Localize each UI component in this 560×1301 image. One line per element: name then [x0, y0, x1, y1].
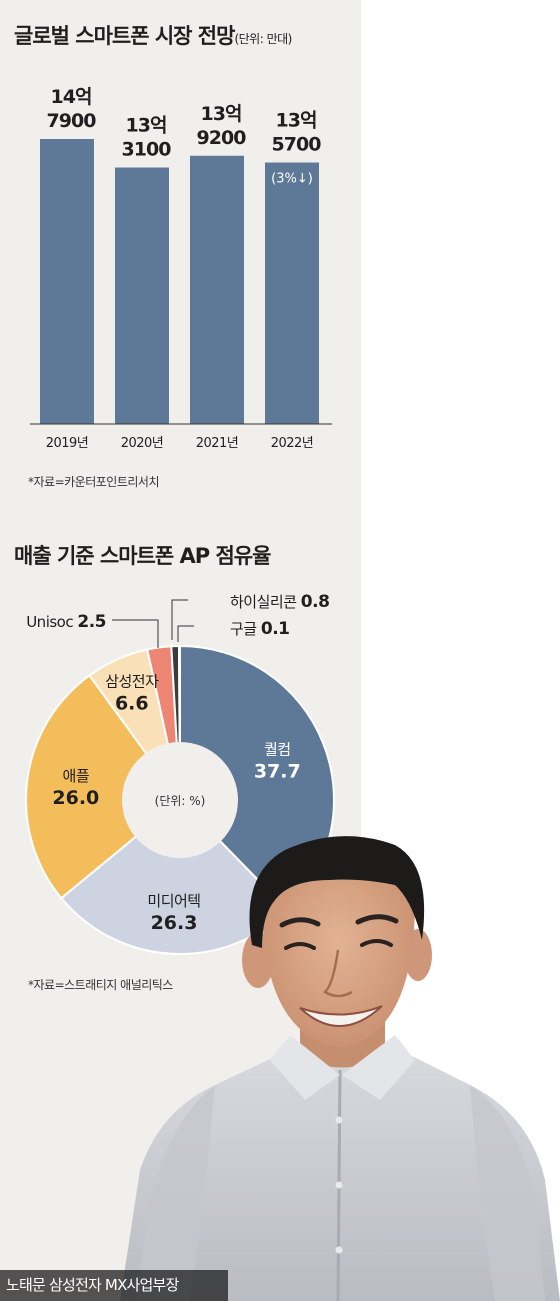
bar-value-label: 14억	[51, 86, 92, 108]
pie-slice-value: 26.0	[52, 787, 99, 809]
callout-label: Unisoc 2.5	[26, 612, 106, 632]
callout-label: 구글 0.1	[230, 619, 290, 639]
bar-2019년	[40, 139, 94, 424]
bar-value-label: 9200	[197, 127, 247, 149]
pie-chart: (단위: %) 퀄컴 37.7 미디어텍 26.3 애플 26.0 삼성전자 6.6 Unisoc…	[25, 592, 335, 955]
callout-value: 0.8	[301, 592, 330, 612]
pie-center	[122, 742, 238, 858]
pie-slice-label: 퀄컴	[264, 740, 291, 758]
bar-2020년	[115, 167, 169, 424]
photo-caption: 노태문 삼성전자 MX사업부장	[0, 1270, 228, 1301]
callout-value: 0.1	[261, 619, 290, 639]
x-tick-label: 2021년	[196, 436, 239, 451]
pie-slice-value: 6.6	[115, 692, 149, 714]
pie-slice-value: 37.7	[254, 760, 301, 782]
pie-slice-구글	[178, 644, 181, 801]
pie-unit-label: (단위: %)	[155, 794, 206, 808]
pie-slice-label: 미디어텍	[147, 892, 200, 910]
pie-slice-label: 삼성전자	[105, 672, 159, 690]
bar-2022년	[265, 162, 319, 424]
pie-slice-애플	[25, 674, 182, 900]
callout-line	[171, 599, 188, 640]
bar-chart-title: 글로벌 스마트폰 시장 전망(단위: 만대)	[14, 20, 292, 50]
bar-value-label: 13억	[276, 110, 317, 132]
callout-label: 하이실리콘 0.8	[230, 592, 329, 612]
pie-slice-value: 26.3	[151, 912, 198, 934]
callout-name: 구글	[230, 620, 261, 638]
callout-name: 하이실리콘	[230, 593, 301, 611]
pie-slice-label: 애플	[63, 767, 90, 785]
callout-line	[112, 619, 159, 648]
pie-chart-title: 매출 기준 스마트폰 AP 점유율	[14, 544, 271, 568]
bar-chart-source: *자료=카운터포인트리서치	[28, 475, 160, 489]
callout-line	[177, 625, 194, 642]
bar-value-label: 3100	[122, 139, 172, 161]
callout-value: 2.5	[77, 612, 106, 632]
callout-name: Unisoc	[26, 613, 77, 631]
bar-value-label: 7900	[47, 110, 97, 132]
bar-value-label: 13억	[201, 103, 242, 125]
bar-value-label: 13억	[126, 115, 167, 137]
x-tick-label: 2019년	[46, 436, 89, 451]
bar-value-label: 5700	[272, 134, 322, 156]
x-tick-label: 2020년	[121, 436, 164, 451]
x-tick-label: 2022년	[271, 436, 314, 451]
bar-annotation: (3%↓)	[271, 172, 313, 187]
bar-chart-title-text: 글로벌 스마트폰 시장 전망	[14, 24, 235, 48]
pie-chart-source: *자료=스트래티지 애널리틱스	[28, 978, 173, 992]
bar-chart: 14억79002019년13억31002020년13억92002021년13억5…	[30, 86, 332, 451]
bar-2021년	[190, 155, 244, 424]
bar-chart-unit: (단위: 만대)	[234, 32, 292, 46]
